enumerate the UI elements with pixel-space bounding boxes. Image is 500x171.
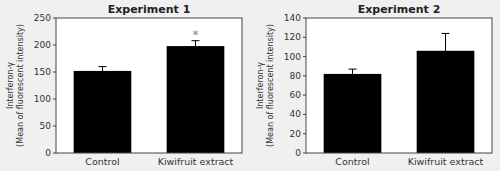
error-cap — [192, 51, 200, 52]
y-tick-label: 140 — [284, 13, 301, 23]
y-tick-label: 60 — [290, 90, 302, 100]
y-axis-label: Interferon-γ — [256, 62, 265, 109]
plot-area — [306, 18, 492, 153]
title: Experiment 1 — [108, 3, 191, 16]
bar — [74, 71, 132, 153]
bar — [167, 46, 225, 153]
y-tick-label: 40 — [290, 109, 302, 119]
title: Experiment 2 — [358, 3, 441, 16]
y-tick-label: 100 — [34, 94, 51, 104]
panel: 0 20 40 60 80 100 120 140 Control Kiwifruit extra… — [256, 3, 493, 167]
panel: 0 50 100 150 200 250 Control Kiwifruit extract *… — [6, 3, 243, 167]
frame — [56, 18, 242, 153]
x-tick-label: Kiwifruit extract — [158, 156, 234, 167]
x-tick-label: Kiwifruit extract — [408, 156, 484, 167]
error-cap — [442, 33, 450, 34]
frame — [306, 18, 492, 153]
x-tick-label: Control — [85, 156, 119, 167]
y-axis-label: (Mean of fluorescent intensity) — [266, 24, 275, 147]
y-tick-label: 0 — [45, 148, 51, 158]
error-line — [102, 67, 103, 76]
error-cap — [99, 66, 107, 67]
error-bar — [99, 67, 107, 76]
annotation: * — [193, 28, 199, 42]
y-axis-label: (Mean of fluorescent intensity) — [16, 24, 25, 147]
error-bar — [442, 33, 450, 68]
y-tick-label: 200 — [34, 40, 51, 50]
y-tick-label: 120 — [284, 32, 301, 42]
y-tick-label: 100 — [284, 52, 301, 62]
marks — [324, 33, 475, 153]
y-tick-label: 20 — [290, 129, 302, 139]
x-tick-label: Control — [335, 156, 369, 167]
y-axis-label: Interferon-γ — [6, 62, 15, 109]
y-tick-label: 150 — [34, 67, 51, 77]
error-cap — [442, 68, 450, 69]
plot-area — [56, 18, 242, 153]
error-bar — [192, 41, 200, 52]
y-tick-label: 80 — [290, 71, 302, 81]
marks — [74, 41, 225, 153]
error-line — [352, 69, 353, 79]
y-tick-label: 0 — [295, 148, 301, 158]
error-line — [195, 41, 196, 52]
y-tick-label: 50 — [40, 121, 52, 131]
y-tick-label: 250 — [34, 13, 51, 23]
error-cap — [99, 75, 107, 76]
figure: 050100150200250ControlKiwifruit extract*… — [0, 0, 500, 171]
error-line — [445, 33, 446, 68]
error-cap — [349, 69, 357, 70]
bar — [324, 74, 382, 153]
error-bar — [349, 69, 357, 79]
error-cap — [349, 78, 357, 79]
